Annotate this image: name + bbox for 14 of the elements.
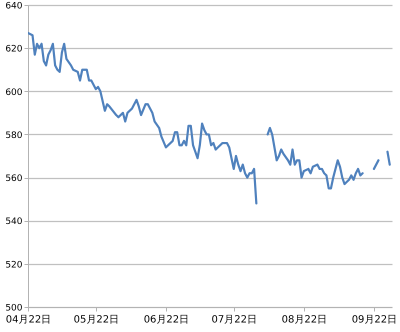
y-tick-label: 640 <box>5 2 23 12</box>
x-tick-label: 06月22日 <box>144 314 190 326</box>
y-tick-label: 600 <box>5 88 23 98</box>
x-tick-label: 05月22日 <box>74 314 120 326</box>
y-tick-label: 500 <box>5 304 23 314</box>
x-tick-label: 09月22日 <box>352 314 398 326</box>
y-tick-label: 540 <box>5 217 23 228</box>
x-tick-label: 08月22日 <box>282 314 328 326</box>
y-tick-label: 560 <box>5 174 23 184</box>
y-tick-label: 620 <box>5 44 23 55</box>
y-tick-label: 520 <box>5 260 23 270</box>
y-tick-label: 580 <box>5 130 23 141</box>
x-tick-label: 07月22日 <box>212 314 257 326</box>
x-tick-label: 04月22日 <box>6 314 52 326</box>
